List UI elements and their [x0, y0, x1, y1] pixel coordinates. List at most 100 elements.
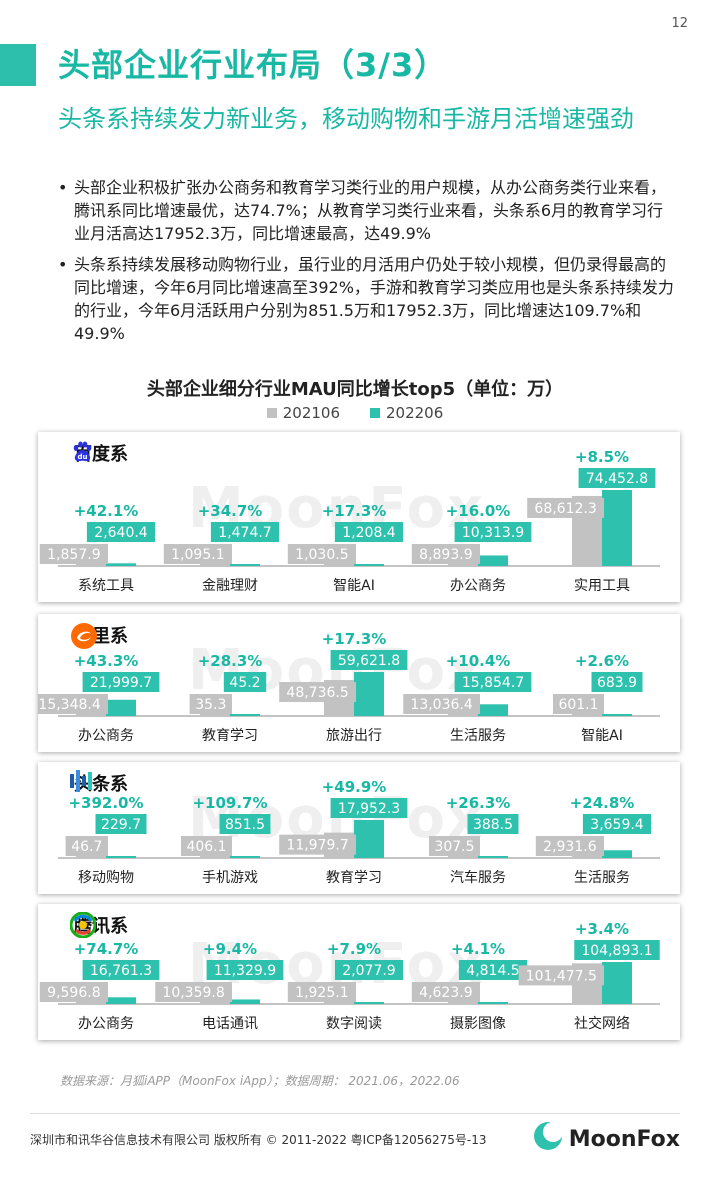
value-label-2021-box — [279, 682, 356, 703]
growth-label: +49.9% — [322, 778, 387, 796]
value-label-2022: 1,208.4 — [342, 525, 396, 541]
bar-2022 — [478, 856, 508, 858]
value-label-2022-box — [82, 960, 160, 980]
growth-label: +109.7% — [192, 794, 267, 812]
value-label-2022: 229.7 — [101, 817, 141, 833]
value-label-2021-box — [181, 836, 232, 856]
bar-2021 — [448, 856, 478, 858]
chart-panel-baidu: MoonFox du 百度系 1,857.9 2,640.4 +42.1% 系统工具 1… — [38, 432, 680, 602]
value-label-2022-box — [334, 960, 404, 980]
page-subtitle: 头条系持续发力新业务，移动购物和手游月活增速强劲 — [58, 105, 634, 133]
bar-2022 — [478, 1002, 508, 1004]
value-label-2021: 1,925.1 — [295, 985, 348, 1001]
category-label: 生活服务 — [574, 870, 630, 886]
category-label: 教育学习 — [202, 728, 258, 744]
bar-2022 — [602, 714, 632, 716]
legend-item-2021: 202106 — [266, 404, 340, 422]
category-label: 办公商务 — [78, 1016, 134, 1032]
bar-2022 — [354, 1002, 384, 1004]
value-label-2022-box — [467, 814, 519, 834]
chart-panel-tencent: MoonFox 腾讯系 9,596.816,761.3+74.7%办公商务10,… — [38, 904, 680, 1040]
value-label-2021: 35.3 — [195, 697, 226, 713]
legend-swatch-2022 — [370, 408, 380, 418]
bar-2021 — [76, 1000, 106, 1004]
bar-chart-baidu: 1,857.9 2,640.4 +42.1% 系统工具 1,095.1 1,474.7 +3… — [39, 448, 660, 594]
growth-label: +34.7% — [198, 502, 263, 520]
value-label-2021: 601.1 — [558, 697, 598, 713]
data-source-note: 数据来源：月狐iAPP（MoonFox iApp）；数据周期： 2021.06，… — [60, 1074, 460, 1088]
bar-2022 — [354, 672, 384, 716]
growth-label: +3.4% — [575, 920, 629, 938]
growth-label: +392.0% — [68, 794, 143, 812]
value-label-2022-box — [223, 672, 267, 692]
value-label-2022-box — [206, 960, 284, 980]
value-label-2022-box — [574, 940, 660, 960]
bar-2021 — [200, 856, 230, 858]
bar-2022 — [106, 699, 136, 716]
bar-2021 — [324, 564, 354, 566]
value-label-2021: 68,612.3 — [534, 501, 596, 517]
growth-label: +42.1% — [74, 502, 139, 520]
category-label: 办公商务 — [450, 578, 506, 594]
bar-2022 — [478, 555, 508, 566]
bar-2021 — [324, 1002, 354, 1004]
bullet-item: 头条系持续发展移动购物行业，虽行业的月活用户仍处于较小规模，但仍录得最高的同比增… — [58, 253, 678, 345]
value-label-2021-box — [287, 982, 356, 1002]
value-label-2022: 59,621.8 — [338, 653, 400, 669]
value-label-2022-box — [86, 522, 156, 542]
company-brand: 阿里系 — [70, 622, 128, 649]
category-label: 办公商务 — [78, 728, 134, 744]
bar-2021 — [76, 856, 106, 858]
svg-text:du: du — [78, 453, 88, 461]
value-label-2021-box — [39, 982, 108, 1002]
growth-label: +26.3% — [446, 794, 511, 812]
value-label-2021: 1,030.5 — [295, 547, 348, 563]
value-label-2022: 104,893.1 — [581, 943, 652, 959]
bar-2022 — [354, 820, 384, 858]
category-label: 数字阅读 — [326, 1015, 382, 1032]
legend-label-2021: 202106 — [282, 404, 340, 422]
value-label-2021: 101,477.5 — [526, 968, 597, 984]
page-title: 头部企业行业布局（3/3） — [58, 46, 448, 84]
category-label: 电话通讯 — [202, 1016, 258, 1032]
value-label-2021-box — [38, 694, 109, 714]
value-label-2021-box — [65, 836, 108, 856]
bar-2021 — [76, 564, 106, 566]
value-label-2021-box — [411, 544, 480, 564]
value-label-2022-box — [210, 522, 280, 542]
value-label-2022: 4,814.5 — [466, 963, 519, 979]
moonfox-logo-text: MoonFox — [568, 1126, 680, 1152]
value-label-2021-box — [39, 544, 108, 564]
value-label-2022: 16,761.3 — [90, 963, 152, 979]
value-label-2021-box — [411, 982, 480, 1002]
bar-2022 — [230, 564, 260, 566]
value-label-2021: 4,623.9 — [419, 985, 472, 1001]
bar-chart-toutiao: 46.7 229.7 +392.0% 移动购物 406.1 851.5 +109.7% 手机游… — [58, 778, 660, 886]
value-label-2021-box — [189, 694, 232, 714]
bar-2022 — [602, 962, 632, 1004]
bar-2022 — [478, 704, 508, 716]
value-label-2021-box — [163, 544, 232, 564]
value-label-2021: 10,359.8 — [162, 985, 224, 1001]
bar-2022 — [230, 999, 260, 1004]
value-label-2021: 11,979.7 — [286, 838, 348, 854]
category-label: 社交网络 — [574, 1015, 630, 1032]
bar-2021 — [200, 564, 230, 566]
growth-label: +43.3% — [74, 652, 139, 670]
value-label-2022: 2,077.9 — [342, 963, 395, 979]
growth-label: +10.4% — [446, 652, 511, 670]
footer-copyright: 深圳市和讯华谷信息技术有限公司 版权所有 © 2011-2022 粤ICP备12… — [30, 1133, 487, 1147]
bar-2022 — [106, 563, 136, 566]
growth-label: +28.3% — [198, 652, 263, 670]
growth-label: +7.9% — [327, 940, 381, 958]
value-label-2021-box — [403, 694, 480, 714]
title-accent-bar — [0, 44, 36, 86]
bar-2021 — [200, 714, 230, 716]
category-label: 汽车服务 — [450, 869, 506, 886]
growth-label: +17.3% — [322, 630, 387, 648]
category-label: 生活服务 — [450, 728, 506, 744]
value-label-2022-box — [454, 672, 532, 692]
value-label-2021: 13,036.4 — [410, 697, 472, 713]
value-label-2022: 1,474.7 — [218, 525, 271, 541]
value-label-2021: 8,893.9 — [419, 547, 472, 563]
